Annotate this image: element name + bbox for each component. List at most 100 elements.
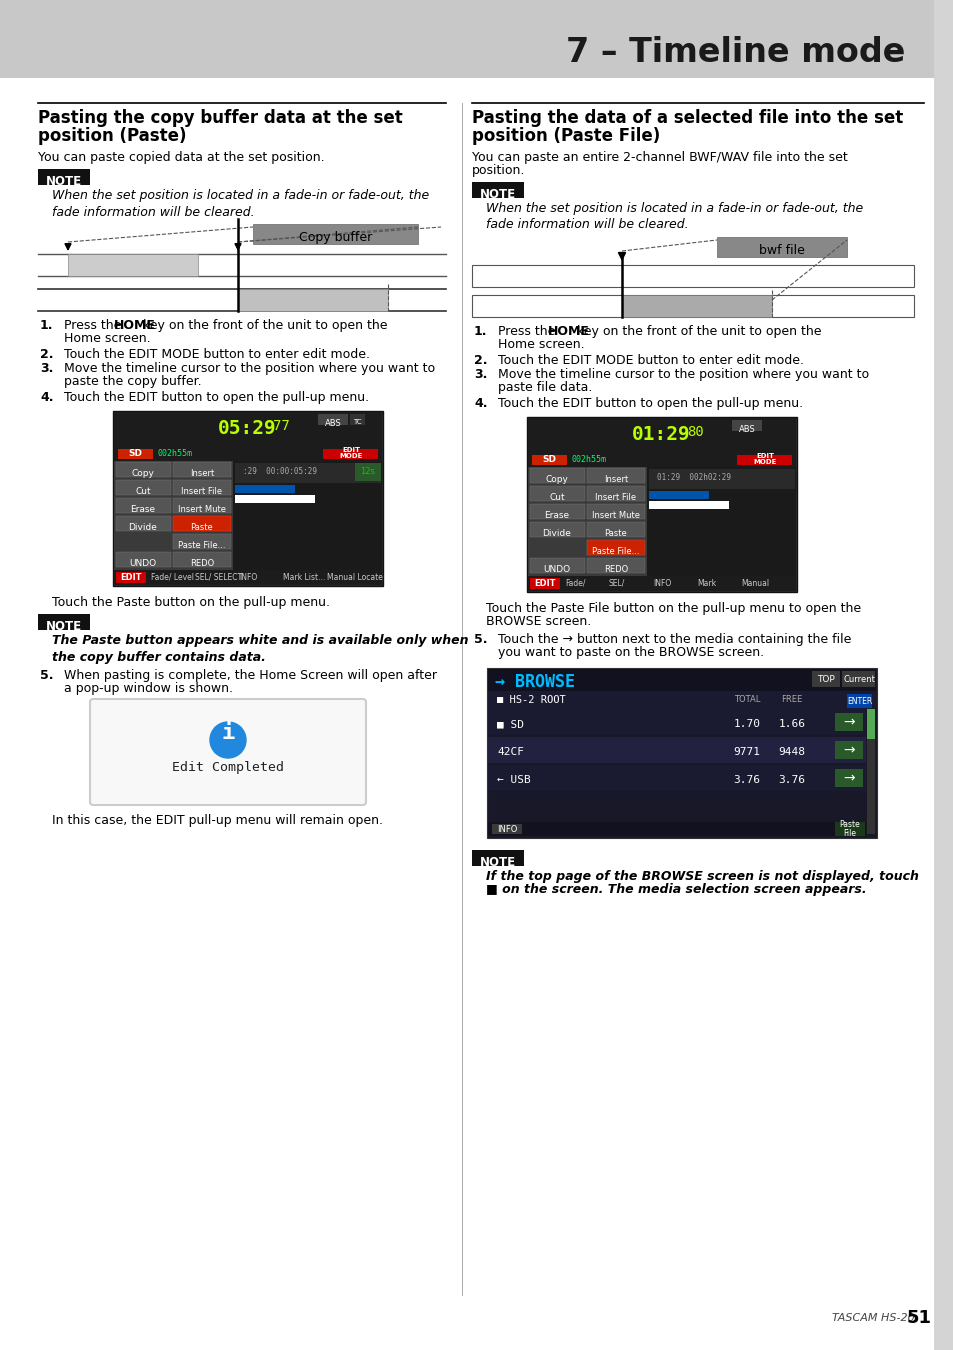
- Bar: [355, 463, 380, 481]
- Bar: [472, 296, 913, 317]
- Text: 3.76: 3.76: [778, 775, 804, 784]
- Bar: [172, 516, 231, 531]
- Text: You can paste copied data at the set position.: You can paste copied data at the set pos…: [38, 151, 324, 163]
- Text: Touch the Paste File button on the pull-up menu to open the: Touch the Paste File button on the pull-…: [485, 602, 861, 616]
- Bar: [116, 462, 171, 477]
- Bar: [737, 455, 791, 464]
- Text: HOME: HOME: [547, 325, 589, 338]
- Bar: [172, 462, 231, 477]
- Text: i: i: [221, 724, 234, 742]
- Text: position (Paste File): position (Paste File): [472, 127, 659, 144]
- Text: Touch the EDIT button to open the pull-up menu.: Touch the EDIT button to open the pull-u…: [497, 397, 802, 410]
- Text: →: →: [842, 771, 854, 784]
- Text: Manual Locate: Manual Locate: [327, 572, 382, 582]
- Text: 5.: 5.: [40, 670, 53, 682]
- Text: Divide: Divide: [542, 528, 571, 537]
- Text: NOTE: NOTE: [46, 620, 82, 633]
- Text: Insert: Insert: [190, 468, 213, 478]
- Text: ENTER: ENTER: [846, 697, 872, 706]
- Text: :29  00:00:05:29: :29 00:00:05:29: [243, 467, 316, 477]
- Bar: [530, 504, 584, 518]
- Text: When the set position is located in a fade-in or fade-out, the
fade information : When the set position is located in a fa…: [485, 202, 862, 231]
- Text: Erase: Erase: [544, 510, 569, 520]
- Text: Cut: Cut: [135, 486, 151, 495]
- Text: INFO: INFO: [239, 572, 257, 582]
- Bar: [866, 709, 874, 738]
- Text: UNDO: UNDO: [543, 564, 570, 574]
- Text: 1.66: 1.66: [778, 720, 804, 729]
- Text: Touch the EDIT MODE button to enter edit mode.: Touch the EDIT MODE button to enter edit…: [497, 354, 803, 367]
- Text: Fade/ Level: Fade/ Level: [151, 572, 193, 582]
- Text: Press the: Press the: [64, 319, 125, 332]
- Text: Paste
File: Paste File: [839, 819, 860, 838]
- Text: Paste File...: Paste File...: [592, 547, 639, 555]
- Text: Home screen.: Home screen.: [64, 332, 151, 346]
- Bar: [811, 671, 840, 687]
- Text: Touch the EDIT MODE button to enter edit mode.: Touch the EDIT MODE button to enter edit…: [64, 348, 370, 360]
- Text: SEL/: SEL/: [608, 579, 625, 587]
- Text: Pasting the copy buffer data at the set: Pasting the copy buffer data at the set: [38, 109, 402, 127]
- Text: paste the copy buffer.: paste the copy buffer.: [64, 375, 201, 387]
- Bar: [234, 463, 380, 483]
- Text: TOP: TOP: [817, 675, 834, 683]
- Text: ABS: ABS: [738, 425, 755, 433]
- Text: position.: position.: [472, 163, 525, 177]
- Bar: [488, 822, 865, 836]
- Bar: [586, 522, 644, 537]
- Text: If the top page of the BROWSE screen is not displayed, touch: If the top page of the BROWSE screen is …: [485, 869, 918, 883]
- FancyBboxPatch shape: [90, 699, 366, 805]
- Text: INFO: INFO: [497, 825, 517, 833]
- Bar: [846, 694, 871, 707]
- Bar: [527, 467, 647, 576]
- Bar: [118, 450, 152, 459]
- Text: TOTAL: TOTAL: [733, 695, 760, 705]
- Bar: [586, 486, 644, 501]
- Text: 002h55m: 002h55m: [572, 455, 606, 463]
- Bar: [488, 691, 875, 709]
- Text: INFO: INFO: [652, 579, 671, 587]
- Bar: [488, 670, 875, 691]
- Bar: [530, 522, 584, 537]
- Bar: [586, 558, 644, 572]
- Text: →: →: [842, 716, 854, 729]
- Bar: [834, 713, 862, 730]
- Bar: [253, 224, 417, 244]
- Text: ABS: ABS: [324, 418, 341, 428]
- Bar: [113, 460, 233, 571]
- Bar: [621, 296, 771, 317]
- Text: SEL/ SELECT: SEL/ SELECT: [194, 572, 242, 582]
- Text: bwf file: bwf file: [759, 244, 804, 258]
- Text: →: →: [842, 743, 854, 757]
- Text: Move the timeline cursor to the position where you want to: Move the timeline cursor to the position…: [64, 362, 435, 375]
- Bar: [488, 765, 865, 791]
- Bar: [323, 450, 377, 459]
- Bar: [646, 467, 795, 576]
- Bar: [68, 254, 198, 275]
- Text: Press the: Press the: [497, 325, 558, 338]
- Text: SD: SD: [128, 448, 142, 458]
- Text: In this case, the EDIT pull-up menu will remain open.: In this case, the EDIT pull-up menu will…: [52, 814, 382, 828]
- Text: 9448: 9448: [778, 747, 804, 757]
- Text: Mark List...: Mark List...: [283, 572, 325, 582]
- Bar: [731, 420, 761, 431]
- Bar: [648, 491, 708, 500]
- Bar: [233, 460, 381, 571]
- Text: NOTE: NOTE: [479, 188, 516, 201]
- Text: Pasting the data of a selected file into the set: Pasting the data of a selected file into…: [472, 109, 902, 127]
- Text: key on the front of the unit to open the: key on the front of the unit to open the: [572, 325, 821, 338]
- Text: EDIT
MODE: EDIT MODE: [339, 447, 362, 459]
- Text: Move the timeline cursor to the position where you want to: Move the timeline cursor to the position…: [497, 369, 868, 381]
- Bar: [116, 481, 171, 495]
- Text: FREE: FREE: [781, 695, 801, 705]
- Text: 2.: 2.: [474, 354, 487, 367]
- Text: Touch the → button next to the media containing the file: Touch the → button next to the media con…: [497, 633, 850, 647]
- Text: 3.: 3.: [40, 362, 53, 375]
- Bar: [488, 709, 865, 734]
- Text: 01:29  002h02:29: 01:29 002h02:29: [657, 472, 730, 482]
- Text: When pasting is complete, the Home Screen will open after: When pasting is complete, the Home Scree…: [64, 670, 436, 682]
- Bar: [648, 501, 728, 509]
- Bar: [38, 614, 90, 630]
- Bar: [530, 578, 559, 589]
- Text: HOME: HOME: [113, 319, 155, 332]
- Text: EDIT: EDIT: [120, 572, 142, 582]
